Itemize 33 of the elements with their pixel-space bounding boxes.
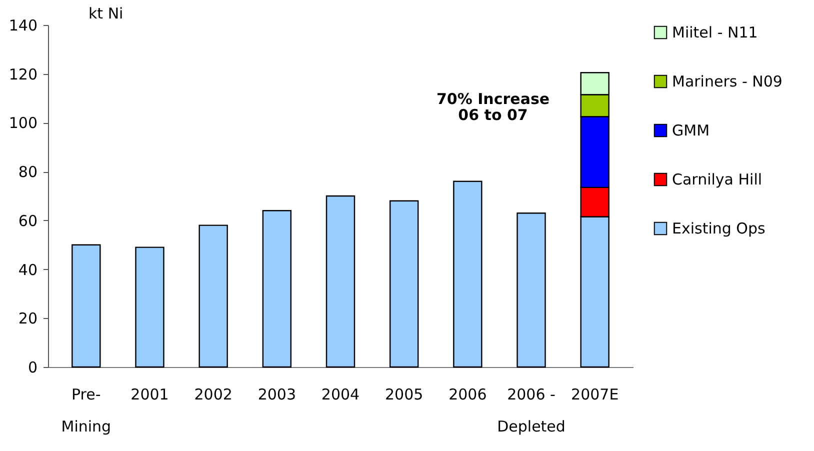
legend-label: Mariners - N09 [672,72,782,90]
x-tick-label: 2006 [448,386,487,404]
x-tick-label: 2005 [384,386,424,404]
bar [516,212,546,368]
bar [198,224,228,368]
legend-label: Miitel - N11 [672,24,758,42]
y-tick-label: 140 [8,16,38,34]
x-tick-label: 2004 [321,386,360,404]
y-tick-label: 60 [18,212,38,230]
bar [262,210,292,368]
y-tick-label: 80 [18,163,38,182]
bar [135,246,164,368]
x-tick-label: 2002 [194,386,232,404]
bar [326,195,356,368]
y-axis-title: kt Ni [88,4,124,22]
bar [453,180,482,368]
legend-label: Existing Ops [672,220,766,238]
x-tick-label: 2007E [571,386,619,404]
bar [72,244,101,368]
x-tick-label: 2003 [258,386,296,404]
annotation: 70% Increase [436,90,550,108]
legend-label: GMM [672,122,710,140]
y-tick-label: 0 [28,358,38,376]
y-tick-label: 20 [18,310,38,328]
x-tick-label: 2006 - Depleted [497,386,566,436]
x-tick-label: 2001 [130,386,169,404]
x-tick-label: Pre- Mining [61,386,112,436]
y-tick-label: 40 [18,260,38,279]
legend-label: Carnilya Hill [672,170,762,188]
y-tick-label: 120 [8,65,38,84]
bar [389,200,419,368]
annotation: 06 to 07 [458,106,528,124]
y-tick-label: 100 [8,114,38,132]
